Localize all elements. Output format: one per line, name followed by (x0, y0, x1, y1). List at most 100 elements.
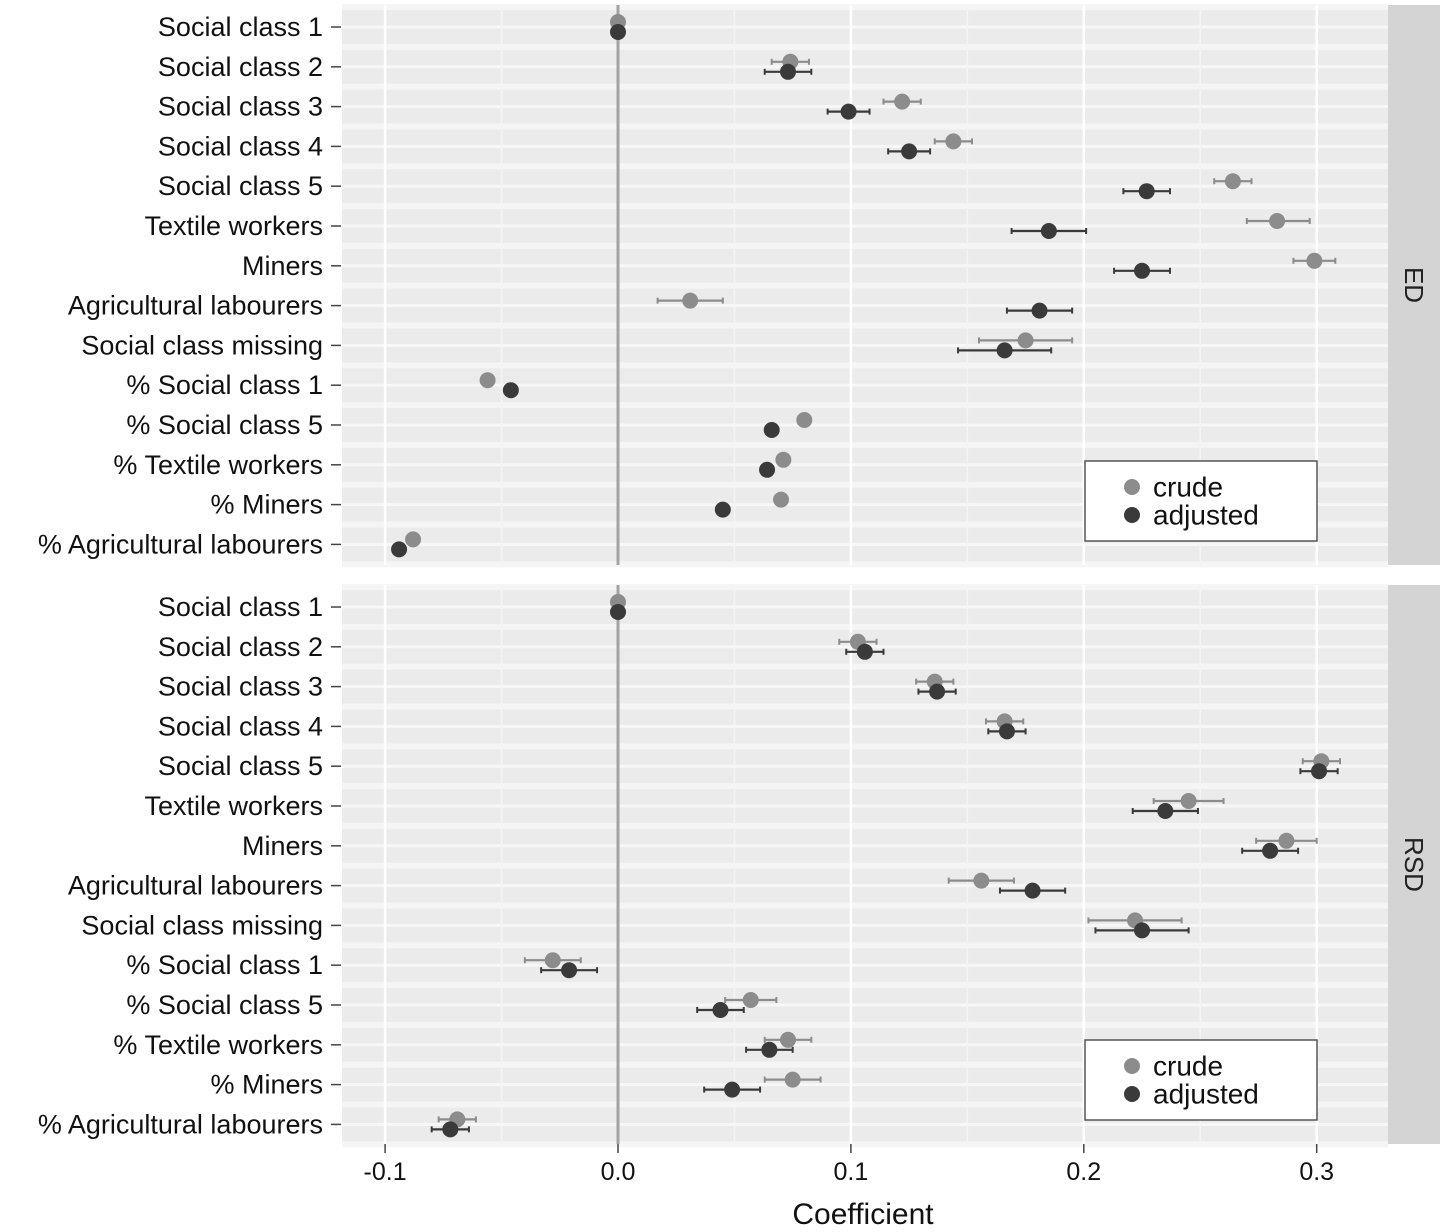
data-point (759, 461, 776, 478)
data-point (724, 1081, 741, 1098)
x-tick-label: -0.1 (364, 1158, 407, 1186)
y-tick-label: Social class missing (81, 910, 323, 940)
legend-key-adjusted (1124, 1086, 1140, 1102)
legend-label-crude: crude (1153, 1051, 1223, 1082)
y-tick-label: Social class missing (81, 330, 323, 360)
data-point (714, 501, 731, 518)
row-gridband (342, 203, 1388, 210)
legend-label-adjusted: adjusted (1153, 1079, 1259, 1110)
row-gridband (342, 1061, 1388, 1068)
y-tick-label: Agricultural labourers (68, 871, 323, 901)
data-point (973, 872, 990, 889)
data-point (763, 422, 780, 438)
y-tick-label: Miners (242, 251, 323, 281)
row-gridband (342, 663, 1388, 670)
row-gridband (342, 862, 1388, 869)
row-gridband (342, 1101, 1388, 1108)
data-point (1306, 252, 1323, 269)
y-tick-label: Social class 2 (158, 52, 323, 82)
data-point (742, 992, 759, 1008)
row-gridband (342, 282, 1388, 289)
data-point (761, 1041, 778, 1058)
facet-strip (1388, 5, 1440, 565)
facet-panel-rsd: RSD Social class 1 Social class 2 Social cl… (38, 584, 1440, 1148)
data-point (1040, 223, 1057, 239)
legend-box (1084, 460, 1318, 542)
data-point (780, 63, 797, 80)
row-gridband (342, 362, 1388, 369)
row-gridband (342, 584, 1388, 591)
data-point (1017, 332, 1034, 349)
series-adjusted (391, 24, 1171, 558)
facet-strip-label: RSD (1399, 837, 1429, 892)
data-point (1157, 803, 1174, 819)
row-gridband (342, 481, 1388, 488)
row-gridband (342, 982, 1388, 989)
row-gridband (342, 242, 1388, 249)
y-tick-label: % Agricultural labourers (38, 1109, 323, 1139)
row-gridband (342, 743, 1388, 750)
y-tick-label: Textile workers (144, 211, 323, 241)
y-tick-label: % Social class 1 (126, 950, 323, 980)
data-point (442, 1121, 459, 1138)
data-point (1311, 763, 1328, 780)
data-point (901, 143, 918, 160)
row-gridband (342, 83, 1388, 90)
y-tick-label: Social class 1 (158, 12, 323, 42)
x-tick-label: 0.2 (1066, 1158, 1101, 1186)
row-gridband (342, 322, 1388, 329)
facet-strip-label: ED (1399, 267, 1429, 303)
row-gridband (342, 43, 1388, 50)
data-point (840, 103, 857, 120)
data-point (610, 24, 626, 40)
data-point (610, 604, 626, 620)
data-point (479, 372, 496, 389)
x-tick-label: 0.1 (834, 1158, 869, 1186)
row-gridband (342, 623, 1388, 630)
data-point (1278, 832, 1295, 849)
data-point (712, 1002, 729, 1018)
data-point (561, 962, 578, 979)
y-tick-label: Social class 1 (158, 592, 323, 622)
legend-key-crude (1124, 1058, 1140, 1074)
y-tick-label: Social class 3 (158, 92, 323, 122)
data-point (544, 952, 561, 969)
y-tick-label: Social class 4 (158, 711, 323, 741)
legend-key-adjusted (1124, 507, 1140, 523)
data-point (391, 541, 408, 558)
data-point (1180, 793, 1197, 809)
y-tick-label: Social class 5 (158, 171, 323, 201)
row-gridband (342, 1021, 1388, 1028)
data-point (929, 683, 946, 700)
row-gridband (342, 822, 1388, 829)
x-axis: -0.1 0.0 0.1 0.2 0.3 (364, 1144, 1334, 1186)
y-tick-label: % Miners (210, 1070, 323, 1100)
y-tick-label: Textile workers (144, 791, 323, 821)
row-gridband (342, 4, 1388, 11)
data-point (784, 1071, 801, 1088)
legend-box (1084, 1039, 1318, 1121)
x-tick-label: 0.0 (601, 1158, 636, 1186)
row-gridband (342, 521, 1388, 528)
y-tick-label: % Social class 1 (126, 370, 323, 400)
row-gridband (342, 783, 1388, 790)
data-point (502, 382, 519, 399)
data-point (682, 292, 699, 309)
data-point (1262, 842, 1279, 859)
data-point (1138, 183, 1155, 200)
data-point (796, 412, 813, 428)
row-gridband (342, 1141, 1388, 1148)
y-tick-label: Miners (242, 831, 323, 861)
y-tick-label: Social class 3 (158, 672, 323, 702)
data-point (780, 1031, 797, 1048)
data-point (1024, 882, 1041, 899)
row-gridband (342, 703, 1388, 710)
y-tick-label: Social class 4 (158, 131, 323, 161)
y-tick-label: Social class 2 (158, 632, 323, 662)
x-tick-label: 0.3 (1299, 1158, 1334, 1186)
y-tick-label: % Social class 5 (126, 410, 323, 440)
data-point (1134, 922, 1151, 939)
data-point (405, 531, 422, 548)
